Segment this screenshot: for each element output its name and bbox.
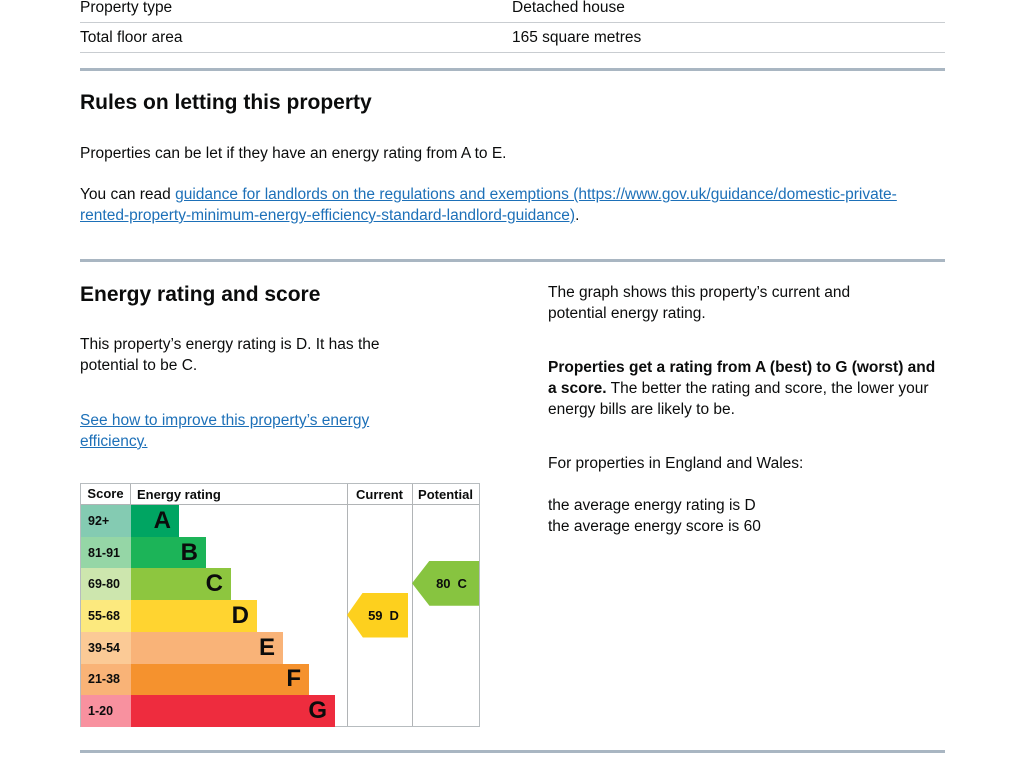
- section-divider: [80, 68, 945, 71]
- current-rating-marker: 59 D: [347, 592, 408, 638]
- fact-value: 165 square metres: [512, 28, 642, 46]
- fact-label: Property type: [80, 0, 173, 16]
- band-score-range: 1-20: [81, 695, 131, 727]
- epc-band-row-g: 1-20 G: [81, 695, 479, 727]
- epc-band-row-d: 55-68 D: [81, 600, 479, 632]
- rating-summary: This property’s energy rating is D. It h…: [80, 336, 380, 374]
- potential-column-line: [412, 484, 413, 726]
- fact-value: Detached house: [512, 0, 625, 16]
- band-bar-b: B: [131, 536, 206, 569]
- band-letter: C: [205, 570, 223, 598]
- guidance-suffix-text: .: [575, 207, 580, 224]
- rating-right-column: The graph shows this property’s current …: [548, 282, 945, 727]
- fact-label: Total floor area: [80, 28, 183, 46]
- band-letter: G: [308, 697, 327, 725]
- rating-explanation-rest: The better the rating and score, the low…: [548, 380, 929, 418]
- rules-paragraph: Properties can be let if they have an en…: [80, 145, 507, 162]
- band-letter: A: [153, 506, 171, 534]
- current-column-line: [347, 484, 348, 726]
- average-score-line: the average energy score is 60: [548, 518, 761, 535]
- rules-heading: Rules on letting this property: [80, 91, 372, 114]
- potential-band-letter: C: [457, 575, 467, 591]
- band-bar-d: D: [131, 600, 257, 632]
- band-score-range: 21-38: [81, 663, 131, 696]
- band-bar-a: A: [131, 505, 179, 537]
- band-bar-g: G: [131, 695, 335, 727]
- left-arrow-shape: 80 C: [412, 560, 479, 606]
- band-score-range: 92+: [81, 505, 131, 537]
- averages-paragraph: the average energy rating is D the avera…: [548, 495, 945, 537]
- improve-efficiency-link[interactable]: See how to improve this property’s energ…: [80, 412, 370, 450]
- fact-row-property-type: Property type Detached house: [80, 0, 945, 23]
- chart-header: Score Energy rating Current Potential: [81, 484, 479, 505]
- band-letter: E: [258, 633, 275, 661]
- current-score-value: 59: [368, 607, 383, 623]
- potential-score-value: 80: [436, 575, 451, 591]
- chart-header-score: Score: [81, 484, 131, 504]
- band-bar-e: E: [131, 631, 283, 664]
- energy-rating-chart: Score Energy rating Current Potential 92…: [80, 483, 480, 727]
- chart-header-current: Current: [356, 486, 403, 502]
- rating-explanation-paragraph: Properties get a rating from A (best) to…: [548, 357, 945, 420]
- chart-band-rows: 92+ A 81-91 B 69-80 C 55-68 D 39-54 E 21-38 F 1-20 G: [81, 505, 479, 727]
- rating-left-column: Energy rating and score This property’s …: [80, 282, 480, 727]
- epc-band-row-e: 39-54 E: [81, 631, 479, 664]
- chart-header-rating: Energy rating: [137, 486, 221, 502]
- band-bar-c: C: [131, 568, 231, 601]
- band-letter: F: [286, 665, 301, 693]
- band-score-range: 39-54: [81, 631, 131, 664]
- england-wales-paragraph: For properties in England and Wales:: [548, 455, 804, 472]
- band-letter: B: [180, 538, 198, 566]
- section-divider: [80, 259, 945, 262]
- landlord-guidance-link[interactable]: guidance for landlords on the regulation…: [80, 186, 897, 224]
- left-arrow-shape: 59 D: [347, 592, 408, 638]
- energy-rating-section: Energy rating and score This property’s …: [80, 282, 945, 727]
- epc-band-row-a: 92+ A: [81, 505, 479, 537]
- bottom-divider: [80, 750, 945, 753]
- guidance-paragraph: You can read guidance for landlords on t…: [80, 184, 945, 226]
- band-score-range: 55-68: [81, 600, 131, 632]
- epc-band-row-f: 21-38 F: [81, 663, 479, 696]
- property-facts-table: Property type Detached house Total floor…: [80, 0, 945, 53]
- guidance-intro-text: You can read: [80, 186, 176, 203]
- band-bar-f: F: [131, 663, 309, 696]
- improve-paragraph: See how to improve this property’s energ…: [80, 410, 430, 452]
- potential-rating-marker: 80 C: [412, 560, 479, 606]
- band-score-range: 81-91: [81, 536, 131, 569]
- chart-header-potential: Potential: [418, 486, 473, 502]
- rating-explanation-bold: Properties get a rating from A (best) to…: [548, 359, 936, 397]
- graph-intro-paragraph: The graph shows this property’s current …: [548, 284, 851, 322]
- band-letter: D: [231, 601, 249, 629]
- epc-band-row-c: 69-80 C: [81, 568, 479, 601]
- current-band-letter: D: [389, 607, 399, 623]
- average-rating-line: the average energy rating is D: [548, 497, 756, 514]
- energy-rating-heading: Energy rating and score: [80, 283, 321, 306]
- epc-band-row-b: 81-91 B: [81, 536, 479, 569]
- band-score-range: 69-80: [81, 568, 131, 601]
- fact-row-floor-area: Total floor area 165 square metres: [80, 23, 945, 53]
